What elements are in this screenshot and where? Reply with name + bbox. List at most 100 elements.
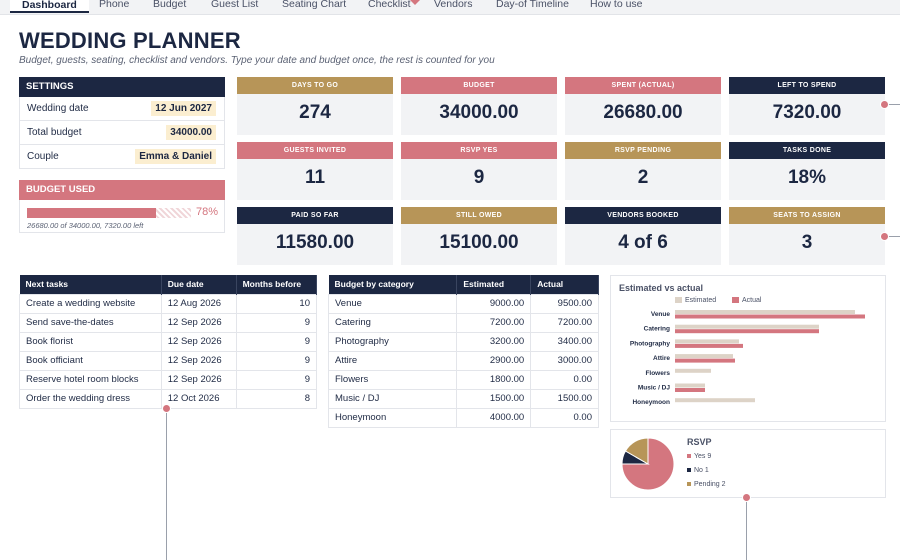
table-cell[interactable]: Catering [327, 312, 458, 333]
kpi-label: LEFT TO SPEND [729, 77, 885, 94]
tab-how-to-use[interactable]: How to use [590, 0, 643, 10]
table-row: Reserve hotel room blocks 12 Sep 2026 9 [19, 369, 318, 390]
kpi-label: TASKS DONE [729, 142, 885, 159]
table-cell[interactable]: Reserve hotel room blocks [19, 369, 162, 390]
table-row: Music / DJ 1500.00 1500.00 [327, 388, 599, 409]
table-cell[interactable]: 9 [235, 369, 318, 390]
estimated-vs-actual-chart: Estimated vs actual Estimated Actual Ven… [610, 275, 886, 422]
table-cell[interactable]: 10 [235, 293, 318, 314]
tab-vendors[interactable]: Vendors [434, 0, 473, 10]
kpi-card: LEFT TO SPEND 7320.00 [729, 77, 885, 135]
tab-phone[interactable]: Phone [99, 0, 130, 10]
table-row: Order the wedding dress 12 Oct 2026 8 [19, 388, 318, 409]
table-cell[interactable]: 7200.00 [530, 312, 599, 333]
table-cell[interactable]: 12 Sep 2026 [160, 350, 237, 371]
table-cell[interactable]: 8 [235, 388, 318, 409]
table-cell[interactable]: 0.00 [530, 407, 599, 428]
table-cell[interactable]: 1500.00 [456, 388, 532, 409]
bar-estimated [675, 339, 739, 344]
table-cell[interactable]: 3000.00 [530, 350, 599, 371]
settings-heading: SETTINGS [19, 77, 225, 97]
pie-slice [624, 437, 649, 465]
kpi-label: VENDORS BOOKED [565, 207, 721, 224]
legend-yes: Yes 9 [687, 453, 711, 460]
legend-pending: Pending 2 [687, 481, 726, 488]
connector-handle[interactable] [162, 404, 171, 413]
table-cell[interactable]: 1800.00 [456, 369, 532, 390]
tab-checklist[interactable]: Checklist [368, 0, 411, 10]
bar-chart-plot: Venue Catering Photography Attire Flowers Mus… [630, 310, 865, 406]
table-cell[interactable]: Create a wedding website [19, 293, 162, 314]
kpi-label: GUESTS INVITED [237, 142, 393, 159]
kpi-value: 26680.00 [603, 102, 683, 123]
table-cell[interactable]: Attire [327, 350, 458, 371]
table-cell[interactable]: 1500.00 [530, 388, 599, 409]
tab-dashboard[interactable]: Dashboard [10, 0, 89, 13]
connector-handle[interactable] [880, 232, 889, 241]
table-cell[interactable]: 12 Aug 2026 [160, 293, 237, 314]
budget-used-panel: BUDGET USED 78% 26680.00 of 34000.00, 73… [19, 180, 225, 233]
bar-actual [675, 388, 705, 392]
category-label: Venue [651, 311, 671, 318]
table-cell[interactable]: Photography [327, 331, 458, 352]
kpi-value: 2 [637, 167, 649, 188]
table-cell[interactable]: 0.00 [530, 369, 599, 390]
table-cell[interactable]: Book florist [19, 331, 162, 352]
kpi-value: 3 [801, 232, 813, 253]
table-cell[interactable]: Venue [327, 293, 458, 314]
kpi-card: GUESTS INVITED 11 [237, 142, 393, 200]
kpi-label: BUDGET [401, 77, 557, 94]
table-cell[interactable]: Music / DJ [327, 388, 458, 409]
kpi-value: 11 [304, 167, 326, 188]
couple-input[interactable]: Emma & Daniel [135, 149, 216, 164]
page-title: WEDDING PLANNER [19, 28, 241, 53]
table-cell[interactable]: 7200.00 [456, 312, 532, 333]
table-cell[interactable]: 12 Sep 2026 [160, 369, 237, 390]
tab-budget[interactable]: Budget [153, 0, 187, 10]
settings-panel: SETTINGS Wedding date 12 Jun 2027 Total … [19, 77, 225, 169]
table-cell[interactable]: 12 Sep 2026 [160, 331, 237, 352]
total-budget-input[interactable]: 34000.00 [166, 125, 216, 140]
table-cell[interactable]: 9 [235, 312, 318, 333]
table-cell[interactable]: 12 Oct 2026 [160, 388, 237, 409]
connector-handle[interactable] [880, 100, 889, 109]
table-cell[interactable]: 4000.00 [456, 407, 532, 428]
table-cell[interactable]: Honeymoon [327, 407, 458, 428]
table-row: Book officiant 12 Sep 2026 9 [19, 350, 318, 371]
kpi-card: SEATS TO ASSIGN 3 [729, 207, 885, 265]
column-header: Budget by category [328, 275, 458, 294]
table-row: Honeymoon 4000.00 0.00 [327, 407, 599, 428]
tab-day-of-timeline[interactable]: Day-of Timeline [496, 0, 569, 10]
table-cell[interactable]: 3200.00 [456, 331, 532, 352]
table-cell[interactable]: 9 [235, 350, 318, 371]
kpi-card: TASKS DONE 18% [729, 142, 885, 200]
budget-used-heading: BUDGET USED [19, 180, 225, 200]
column-header: Months before [236, 275, 318, 294]
tab-guest-list[interactable]: Guest List [211, 0, 259, 10]
pie-slice [621, 437, 675, 491]
wedding-date-input[interactable]: 12 Jun 2027 [151, 101, 216, 116]
setting-label: Couple [27, 151, 59, 162]
table-cell[interactable]: 12 Sep 2026 [160, 312, 237, 333]
connector-handle[interactable] [742, 493, 751, 502]
table-cell[interactable]: Book officiant [19, 350, 162, 371]
connector-line [166, 409, 167, 560]
table-row: Venue 9000.00 9500.00 [327, 293, 599, 314]
table-row: Photography 3200.00 3400.00 [327, 331, 599, 352]
table-cell[interactable]: Flowers [327, 369, 458, 390]
table-cell[interactable]: 2900.00 [456, 350, 532, 371]
kpi-label: RSVP PENDING [565, 142, 721, 159]
bar-estimated [675, 310, 855, 314]
table-cell[interactable]: Send save-the-dates [19, 312, 162, 333]
kpi-card: STILL OWED 15100.00 [401, 207, 557, 265]
kpi-card: DAYS TO GO 274 [237, 77, 393, 135]
rsvp-pie-plot [621, 437, 675, 491]
table-cell[interactable]: 9000.00 [456, 293, 532, 314]
table-cell[interactable]: 9 [235, 331, 318, 352]
table-cell[interactable]: 3400.00 [530, 331, 599, 352]
tab-seating-chart[interactable]: Seating Chart [282, 0, 347, 10]
table-cell[interactable]: Order the wedding dress [19, 388, 162, 409]
rsvp-chart: RSVP Yes 9 No 1 Pending 2 [610, 429, 886, 498]
table-cell[interactable]: 9500.00 [530, 293, 599, 314]
connector-line [746, 498, 747, 560]
